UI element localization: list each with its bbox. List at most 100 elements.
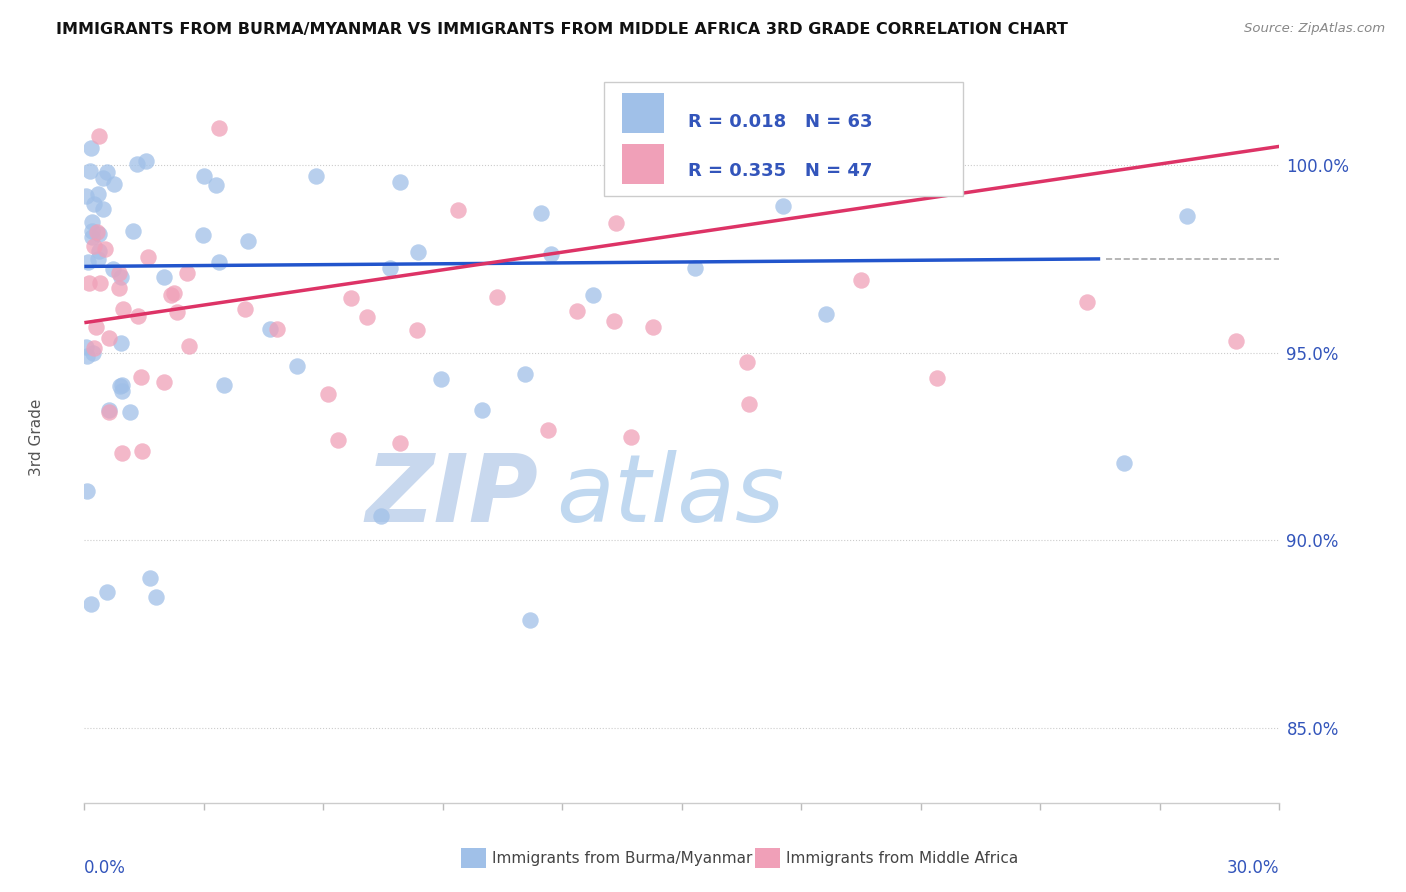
Point [471,403,494,417]
Point [304,169,326,184]
Point [1112,456,1135,470]
Point [641,319,664,334]
Point [1225,334,1247,348]
Point [370,509,392,524]
Point [136,250,159,264]
Point [177,339,200,353]
Point [735,175,758,189]
Point [208,255,231,269]
Point [84,319,107,334]
Bar [621,145,664,185]
Point [380,260,402,275]
Point [76,349,98,363]
Point [208,120,231,135]
Point [153,269,176,284]
Point [205,178,228,192]
Point [285,359,308,373]
Point [603,314,626,328]
Point [87,252,110,267]
Text: atlas: atlas [557,450,785,541]
Point [405,323,427,337]
Point [82,230,104,244]
Point [233,301,256,316]
Point [94,242,117,256]
Point [89,277,111,291]
Point [139,571,162,585]
Point [127,309,149,323]
Text: Source: ZipAtlas.com: Source: ZipAtlas.com [1244,22,1385,36]
Point [111,378,134,392]
Point [87,186,110,201]
Point [605,216,627,230]
Point [86,226,108,240]
Point [388,175,411,189]
Point [75,340,97,354]
Text: R = 0.018   N = 63: R = 0.018 N = 63 [688,113,872,131]
Point [519,613,541,627]
Point [619,430,641,444]
Point [108,266,131,280]
Point [112,301,135,316]
Point [163,286,186,301]
Point [80,597,103,611]
Point [447,202,470,217]
Point [125,157,148,171]
Point [340,291,363,305]
Point [236,234,259,248]
Point [1076,294,1098,309]
Point [266,322,288,336]
Point [91,170,114,185]
Point [191,227,214,242]
Point [135,154,157,169]
Point [513,367,536,381]
Text: Immigrants from Burma/Myanmar: Immigrants from Burma/Myanmar [492,851,752,865]
Point [540,247,562,261]
Point [356,310,378,324]
Point [87,227,110,242]
Point [145,590,167,604]
Point [120,404,142,418]
Point [176,267,198,281]
Point [103,177,125,191]
Point [160,288,183,302]
Point [111,384,134,399]
Point [111,445,134,459]
Point [486,290,509,304]
Text: IMMIGRANTS FROM BURMA/MYANMAR VS IMMIGRANTS FROM MIDDLE AFRICA 3RD GRADE CORRELA: IMMIGRANTS FROM BURMA/MYANMAR VS IMMIGRA… [56,22,1069,37]
Point [96,585,118,599]
Point [683,260,706,275]
Point [87,244,110,258]
Point [1175,209,1198,223]
Point [212,378,235,392]
Point [430,371,453,385]
Point [814,307,837,321]
Point [83,239,105,253]
Text: 3rd Grade: 3rd Grade [30,399,44,475]
Point [108,281,131,295]
Point [87,129,110,144]
Point [326,433,349,447]
Point [76,483,98,498]
Point [82,346,104,360]
Point [122,224,145,238]
Point [612,169,634,184]
Point [98,331,121,345]
Point [97,405,120,419]
Point [772,199,794,213]
Point [110,336,132,351]
Point [259,321,281,335]
Text: ZIP: ZIP [366,450,538,541]
Point [927,371,949,385]
Point [565,304,588,318]
Point [82,214,104,228]
Point [582,287,605,301]
Point [96,165,118,179]
Point [537,423,560,437]
Point [166,305,188,319]
Point [83,197,105,211]
Point [735,355,758,369]
Text: Immigrants from Middle Africa: Immigrants from Middle Africa [786,851,1018,865]
Point [83,342,105,356]
Point [110,269,132,284]
Text: 0.0%: 0.0% [84,859,127,877]
